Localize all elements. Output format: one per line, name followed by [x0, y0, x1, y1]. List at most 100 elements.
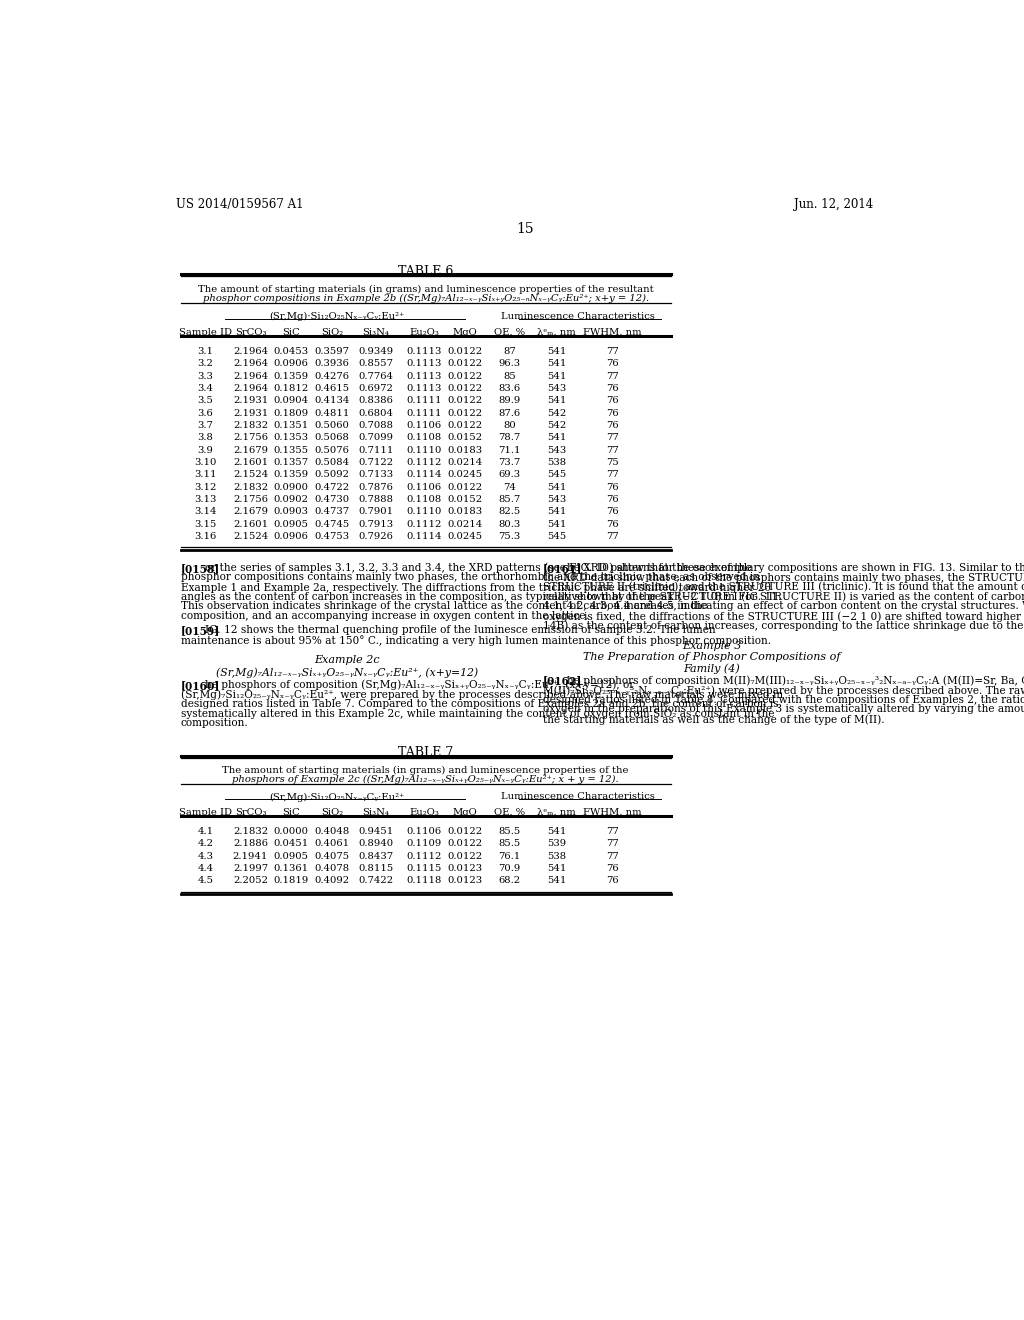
Text: 0.1355: 0.1355 — [273, 446, 308, 454]
Text: Sample ID: Sample ID — [179, 327, 232, 337]
Text: SiO₂: SiO₂ — [321, 808, 343, 817]
Text: 0.4078: 0.4078 — [314, 865, 349, 873]
Text: composition, and an accompanying increase in oxygen content in the lattice.: composition, and an accompanying increas… — [180, 611, 589, 620]
Text: 0.0453: 0.0453 — [273, 347, 308, 356]
Text: SiC: SiC — [282, 808, 300, 817]
Text: λᵉₘ, nm: λᵉₘ, nm — [538, 327, 575, 337]
Text: 0.0122: 0.0122 — [447, 409, 482, 417]
Text: 77: 77 — [606, 828, 618, 836]
Text: 0.4722: 0.4722 — [314, 483, 349, 491]
Text: 75.3: 75.3 — [498, 532, 520, 541]
Text: 0.5068: 0.5068 — [314, 433, 349, 442]
Text: oxygen in the preparations of this Example 3 is systematically altered by varyin: oxygen in the preparations of this Examp… — [543, 705, 1024, 714]
Text: 0.4134: 0.4134 — [314, 396, 349, 405]
Text: 0.0152: 0.0152 — [447, 495, 482, 504]
Text: 0.1113: 0.1113 — [407, 372, 441, 380]
Text: 4.1, 4.2, 4.3, 4.4 and 4.5, indicating an effect of carbon content on the crysta: 4.1, 4.2, 4.3, 4.4 and 4.5, indicating a… — [543, 601, 1024, 611]
Text: Eu₂O₃: Eu₂O₃ — [410, 327, 439, 337]
Text: 3.11: 3.11 — [195, 470, 217, 479]
Text: 77: 77 — [606, 840, 618, 849]
Text: 0.1111: 0.1111 — [407, 409, 441, 417]
Text: 0.1111: 0.1111 — [407, 396, 441, 405]
Text: angles as the content of carbon increases in the composition, as typically shown: angles as the content of carbon increase… — [180, 591, 781, 602]
Text: 0.1113: 0.1113 — [407, 384, 441, 393]
Text: 0.9451: 0.9451 — [358, 828, 393, 836]
Text: 0.0905: 0.0905 — [273, 851, 308, 861]
Text: STRUCTURE II (triclinic), and the STRUCTURE III (triclinic). It is found that th: STRUCTURE II (triclinic), and the STRUCT… — [543, 582, 1024, 593]
Text: 85: 85 — [503, 372, 516, 380]
Text: 541: 541 — [547, 876, 566, 886]
Text: 0.1361: 0.1361 — [273, 865, 308, 873]
Text: 2.1756: 2.1756 — [232, 433, 268, 442]
Text: 0.0000: 0.0000 — [273, 828, 308, 836]
Text: 0.1108: 0.1108 — [407, 495, 441, 504]
Text: Luminescence Characteristics: Luminescence Characteristics — [501, 312, 654, 321]
Text: he phosphors of composition M(II)₇M(III)₁₂₋ₓ₋ᵧSiₓ₊ᵧO₂₅₋ₓ₋ᵧ³₂Nₓ₋ₐ₋ᵧCᵧ:A (M(II)=Sr: he phosphors of composition M(II)₇M(III)… — [567, 676, 1024, 686]
Text: 2.1997: 2.1997 — [232, 865, 268, 873]
Text: 0.4615: 0.4615 — [314, 384, 349, 393]
Text: 0.0905: 0.0905 — [273, 520, 308, 528]
Text: 543: 543 — [547, 384, 566, 393]
Text: SrCO₃: SrCO₃ — [234, 327, 266, 337]
Text: 0.0903: 0.0903 — [273, 507, 308, 516]
Text: 0.7088: 0.7088 — [358, 421, 393, 430]
Text: (Sr,Mg)₇Al₁₂₋ₓ₋ᵧSiₓ₊ᵧO₂₅₋ᵧNₓ₋ᵧCᵧ:Eu²⁺, (x+y=12): (Sr,Mg)₇Al₁₂₋ₓ₋ᵧSiₓ₊ᵧO₂₅₋ᵧNₓ₋ᵧCᵧ:Eu²⁺, (… — [216, 668, 478, 678]
Text: 0.1110: 0.1110 — [407, 507, 441, 516]
Text: 76: 76 — [606, 495, 618, 504]
Text: 0.0122: 0.0122 — [447, 851, 482, 861]
Text: [0160]: [0160] — [180, 680, 220, 690]
Text: 2.1524: 2.1524 — [232, 470, 268, 479]
Text: Si₃N₄: Si₃N₄ — [362, 808, 389, 817]
Text: maintenance is about 95% at 150° C., indicating a very high lumen maintenance of: maintenance is about 95% at 150° C., ind… — [180, 635, 771, 645]
Text: 76: 76 — [606, 396, 618, 405]
Text: 4.2: 4.2 — [198, 840, 213, 849]
Text: 0.4092: 0.4092 — [314, 876, 349, 886]
Text: 0.0122: 0.0122 — [447, 483, 482, 491]
Text: designed ratios listed in Table 7. Compared to the compositions of Examples 2a a: designed ratios listed in Table 7. Compa… — [180, 700, 778, 709]
Text: 0.1110: 0.1110 — [407, 446, 441, 454]
Text: 0.1353: 0.1353 — [273, 433, 308, 442]
Text: 2.1964: 2.1964 — [232, 347, 268, 356]
Text: 0.0245: 0.0245 — [447, 532, 482, 541]
Text: 0.0122: 0.0122 — [447, 840, 482, 849]
Text: 0.7913: 0.7913 — [358, 520, 393, 528]
Text: 0.5076: 0.5076 — [314, 446, 349, 454]
Text: 0.7422: 0.7422 — [358, 876, 393, 886]
Text: 0.0245: 0.0245 — [447, 470, 482, 479]
Text: 541: 541 — [547, 433, 566, 442]
Text: 87: 87 — [503, 347, 516, 356]
Text: MgO: MgO — [453, 808, 477, 817]
Text: 543: 543 — [547, 446, 566, 454]
Text: 0.1106: 0.1106 — [407, 483, 441, 491]
Text: The Preparation of Phosphor Compositions of: The Preparation of Phosphor Compositions… — [583, 652, 841, 663]
Text: 71.1: 71.1 — [498, 446, 520, 454]
Text: phosphor compositions contains mainly two phases, the orthorhombic and the tricl: phosphor compositions contains mainly tw… — [180, 573, 760, 582]
Text: 0.1109: 0.1109 — [407, 840, 441, 849]
Text: 87.6: 87.6 — [499, 409, 520, 417]
Text: 0.1112: 0.1112 — [407, 520, 441, 528]
Text: Family (4): Family (4) — [683, 663, 740, 673]
Text: the starting materials as well as the change of the type of M(II).: the starting materials as well as the ch… — [543, 714, 885, 725]
Text: 78.7: 78.7 — [498, 433, 520, 442]
Text: 69.3: 69.3 — [499, 470, 520, 479]
Text: 68.2: 68.2 — [499, 876, 520, 886]
Text: 76.1: 76.1 — [498, 851, 520, 861]
Text: 0.0122: 0.0122 — [447, 384, 482, 393]
Text: 3.9: 3.9 — [198, 446, 213, 454]
Text: Si₃N₄: Si₃N₄ — [362, 327, 389, 337]
Text: 2.1832: 2.1832 — [232, 483, 268, 491]
Text: 0.5060: 0.5060 — [314, 421, 349, 430]
Text: 76: 76 — [606, 384, 618, 393]
Text: 0.4811: 0.4811 — [314, 409, 349, 417]
Text: 0.1812: 0.1812 — [273, 384, 308, 393]
Text: 0.1113: 0.1113 — [407, 347, 441, 356]
Text: 0.1108: 0.1108 — [407, 433, 441, 442]
Text: 0.9349: 0.9349 — [358, 347, 393, 356]
Text: 0.5092: 0.5092 — [314, 470, 349, 479]
Text: 2.1964: 2.1964 — [232, 384, 268, 393]
Text: 77: 77 — [606, 532, 618, 541]
Text: 2.1832: 2.1832 — [232, 828, 268, 836]
Text: 14B) as the content of carbon increases, corresponding to the lattice shrinkage : 14B) as the content of carbon increases,… — [543, 620, 1024, 631]
Text: 4.3: 4.3 — [198, 851, 213, 861]
Text: 85.7: 85.7 — [498, 495, 520, 504]
